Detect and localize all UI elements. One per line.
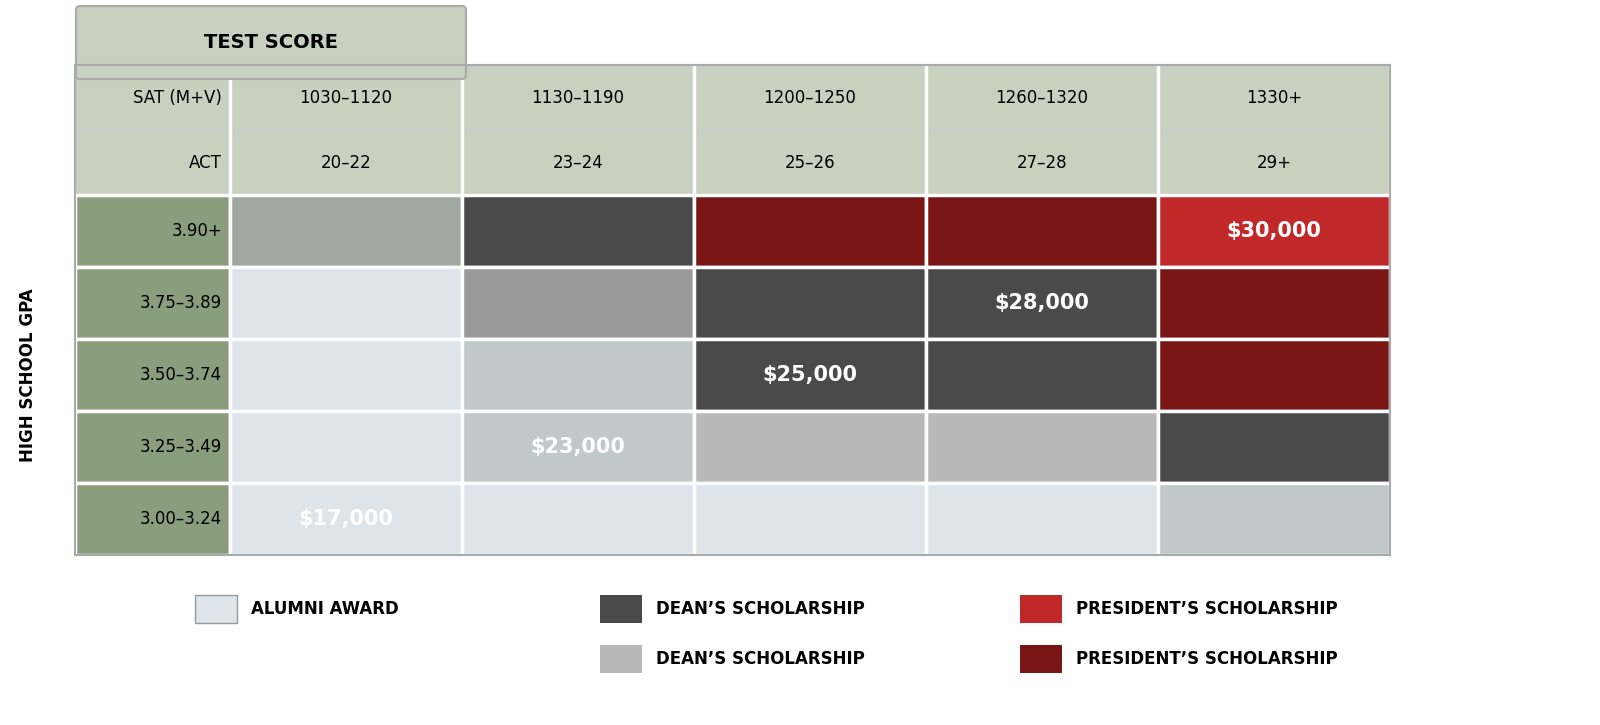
Bar [230, 411, 462, 483]
Bar [75, 411, 230, 483]
Bar [926, 195, 1158, 267]
Bar [694, 195, 926, 267]
Bar [230, 483, 462, 555]
Bar [75, 483, 230, 555]
Bar [1158, 339, 1390, 411]
Bar [1158, 267, 1390, 339]
Text: HIGH SCHOOL GPA: HIGH SCHOOL GPA [19, 289, 37, 462]
Bar [230, 339, 462, 411]
Text: $28,000: $28,000 [995, 293, 1090, 313]
Bar [694, 267, 926, 339]
Bar [1021, 645, 1062, 673]
Bar [600, 645, 642, 673]
Bar [462, 411, 694, 483]
Text: TEST SCORE: TEST SCORE [205, 33, 338, 52]
Bar [230, 195, 462, 267]
Bar [1158, 483, 1390, 555]
Text: 1260–1320: 1260–1320 [995, 88, 1088, 107]
Text: ACT: ACT [189, 154, 222, 172]
Bar [75, 267, 230, 339]
Bar [926, 267, 1158, 339]
Bar [1158, 411, 1390, 483]
Bar [694, 339, 926, 411]
FancyBboxPatch shape [77, 6, 466, 79]
Text: DEAN’S SCHOLARSHIP: DEAN’S SCHOLARSHIP [656, 650, 864, 668]
Bar [462, 483, 694, 555]
Text: 20–22: 20–22 [320, 154, 371, 172]
Text: 3.90+: 3.90+ [171, 222, 222, 240]
Bar [75, 65, 1390, 555]
Bar [75, 130, 1390, 195]
Text: 1330+: 1330+ [1246, 88, 1302, 107]
Text: 3.00–3.24: 3.00–3.24 [139, 510, 222, 528]
Text: DEAN’S SCHOLARSHIP: DEAN’S SCHOLARSHIP [656, 600, 864, 618]
Bar [462, 195, 694, 267]
Bar [462, 339, 694, 411]
Text: 27–28: 27–28 [1016, 154, 1067, 172]
Bar [926, 411, 1158, 483]
Bar [694, 411, 926, 483]
Bar [926, 483, 1158, 555]
Text: $25,000: $25,000 [763, 365, 858, 385]
Text: 3.25–3.49: 3.25–3.49 [139, 438, 222, 456]
Text: 1030–1120: 1030–1120 [299, 88, 392, 107]
Bar [75, 195, 230, 267]
Text: 1130–1190: 1130–1190 [531, 88, 624, 107]
Text: 29+: 29+ [1256, 154, 1291, 172]
Bar [75, 65, 1390, 130]
Text: 3.50–3.74: 3.50–3.74 [139, 366, 222, 384]
Bar [230, 267, 462, 339]
Bar [600, 595, 642, 623]
Bar [462, 267, 694, 339]
Text: $17,000: $17,000 [299, 509, 394, 529]
Text: $23,000: $23,000 [531, 437, 626, 457]
Bar [926, 339, 1158, 411]
Text: ALUMNI AWARD: ALUMNI AWARD [251, 600, 398, 618]
Text: 3.75–3.89: 3.75–3.89 [139, 294, 222, 312]
Text: 25–26: 25–26 [784, 154, 835, 172]
Text: SAT (M+V): SAT (M+V) [133, 88, 222, 107]
Text: $30,000: $30,000 [1227, 221, 1322, 241]
Text: PRESIDENT’S SCHOLARSHIP: PRESIDENT’S SCHOLARSHIP [1075, 650, 1338, 668]
Text: 1200–1250: 1200–1250 [763, 88, 856, 107]
Bar [1158, 195, 1390, 267]
Bar [694, 483, 926, 555]
Bar [195, 595, 237, 623]
Bar [75, 339, 230, 411]
Text: PRESIDENT’S SCHOLARSHIP: PRESIDENT’S SCHOLARSHIP [1075, 600, 1338, 618]
Bar [1021, 595, 1062, 623]
Text: 23–24: 23–24 [552, 154, 603, 172]
